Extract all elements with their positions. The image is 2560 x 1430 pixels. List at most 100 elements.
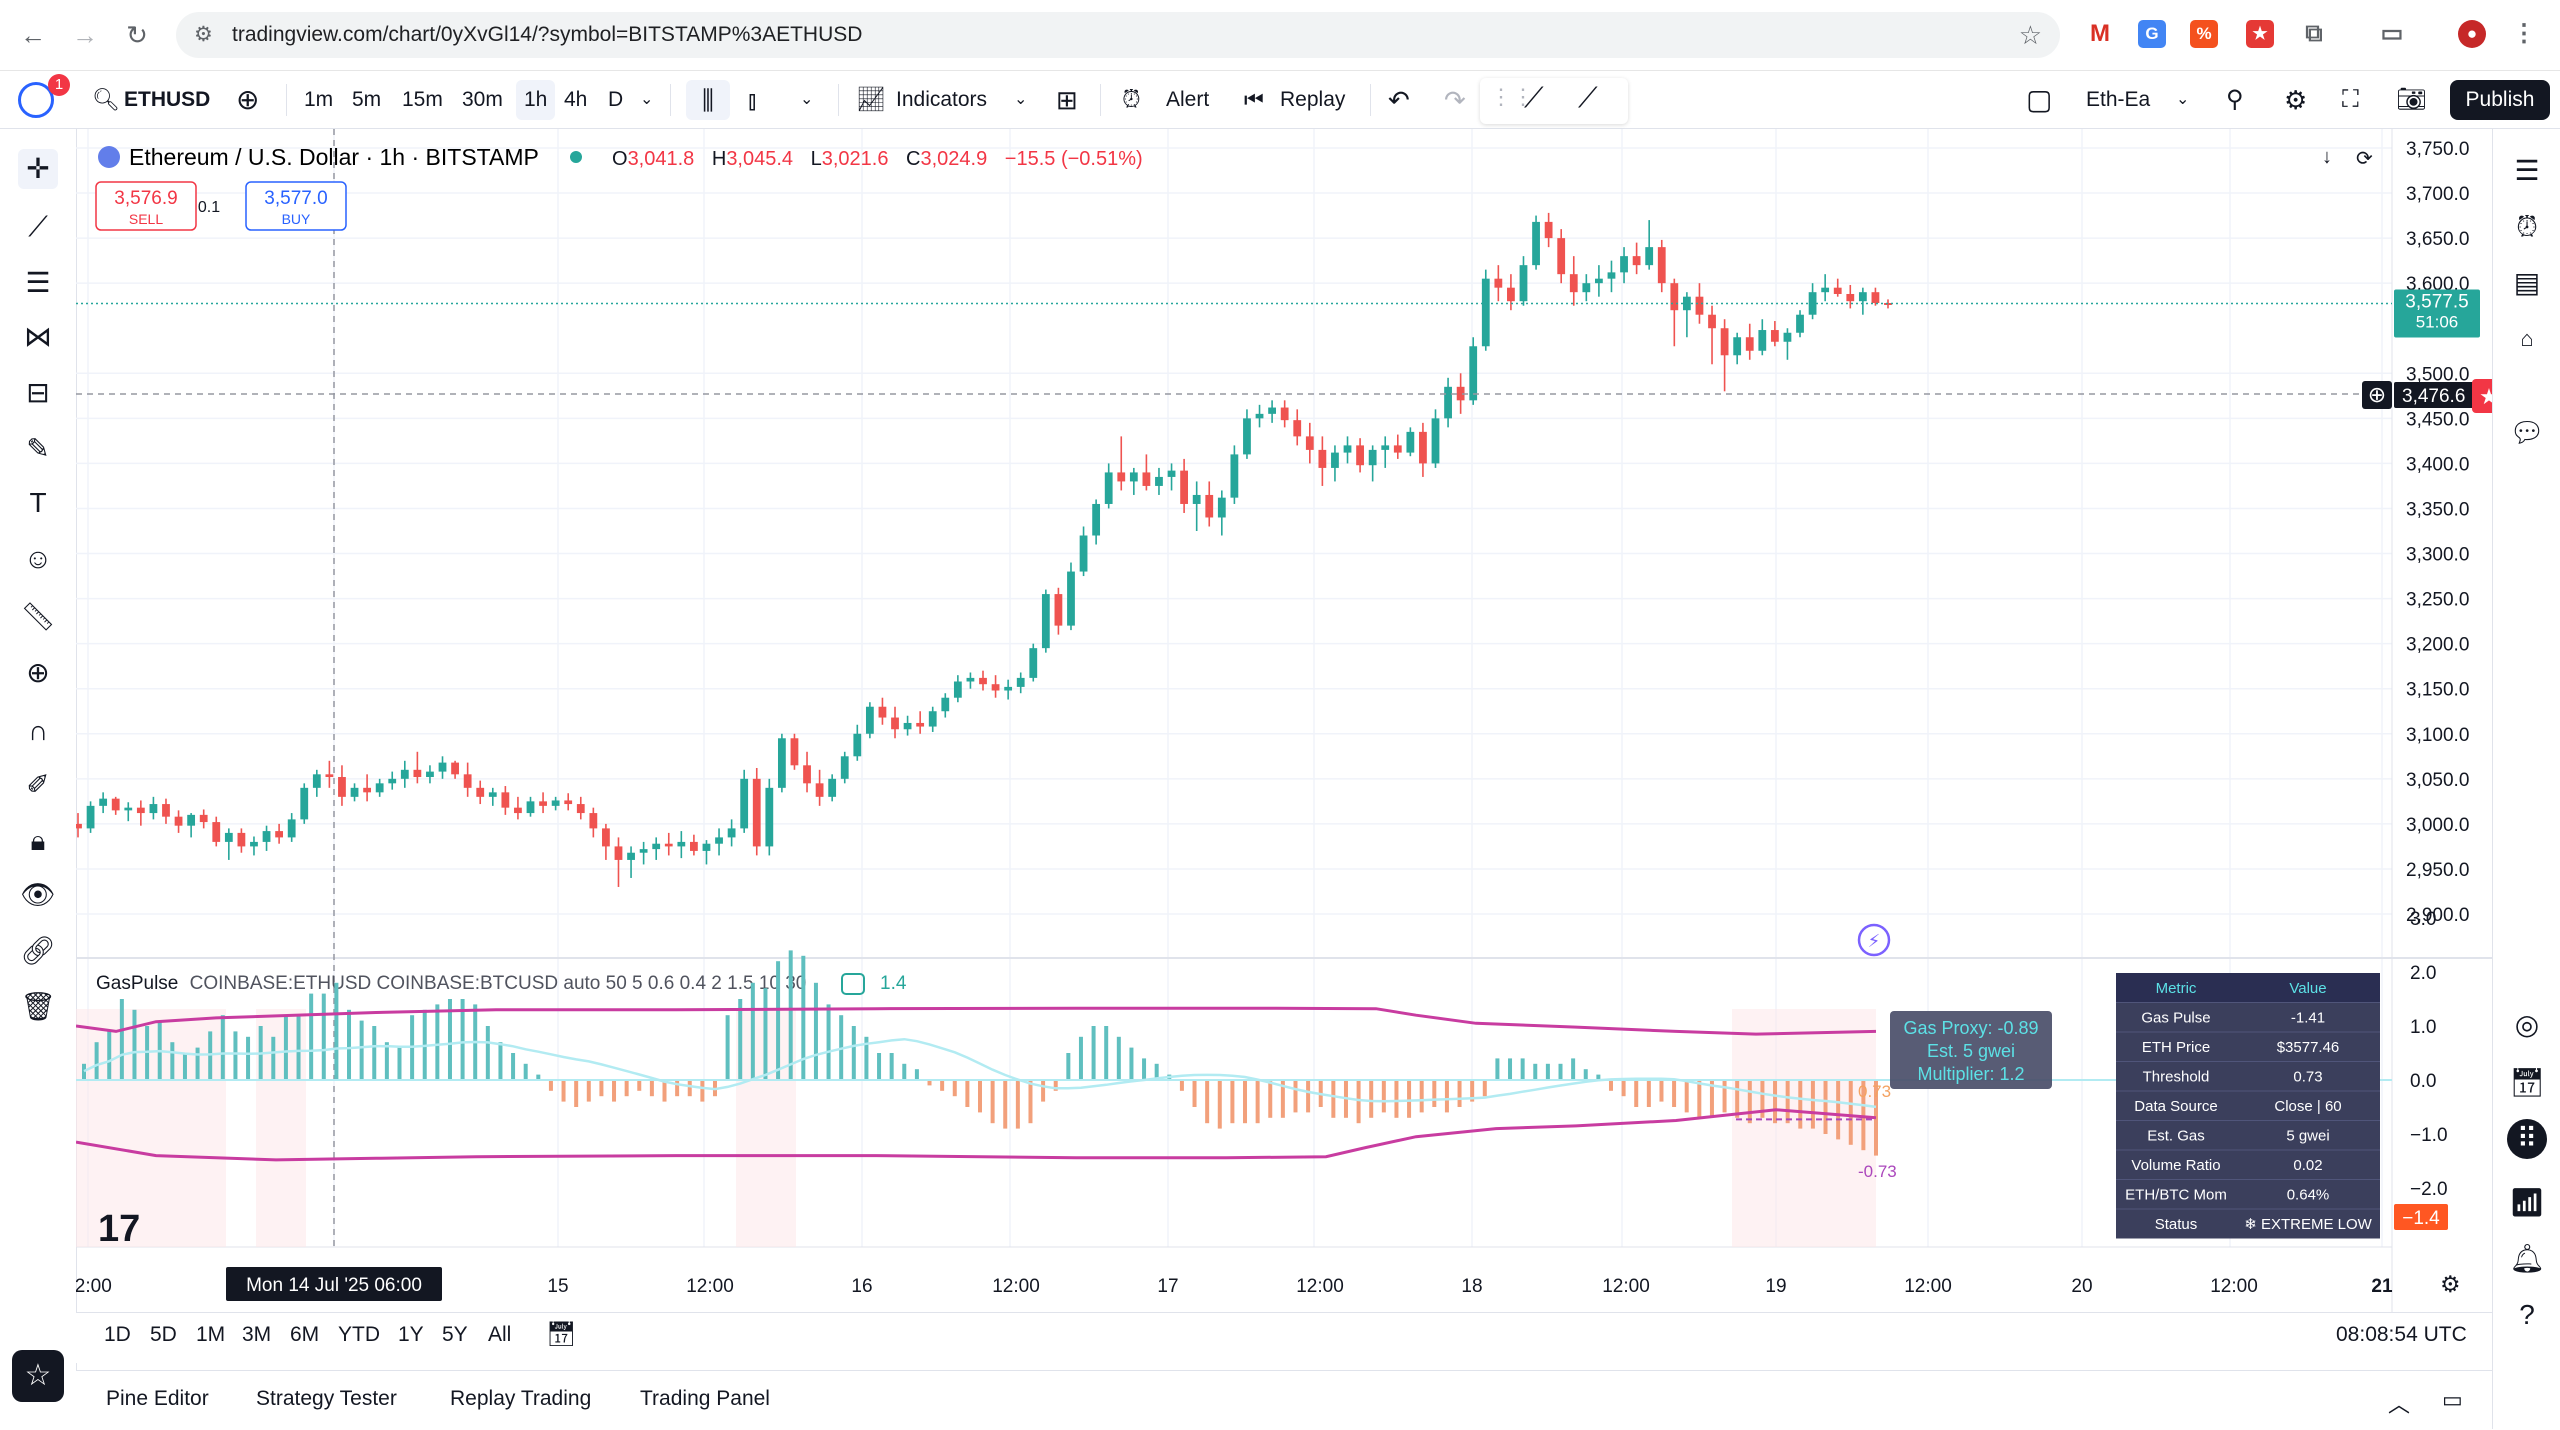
range-1d[interactable]: 1D (104, 1323, 131, 1347)
percent-extension-icon[interactable]: % (2190, 20, 2218, 48)
tab-search-icon[interactable]: ▭ (2378, 20, 2406, 48)
range-5d[interactable]: 5D (150, 1323, 177, 1347)
calendar-icon[interactable]: 📅︎ (2507, 1063, 2547, 1103)
indicators-icon[interactable]: 📈︎ (856, 80, 886, 120)
stay-in-drawing-mode-icon[interactable]: ✐ (18, 765, 58, 805)
object-tree-icon[interactable]: ▤ (2507, 263, 2547, 303)
trash-icon[interactable]: 🗑︎ (18, 987, 58, 1027)
lock-icon[interactable]: 🔒︎ (18, 821, 58, 861)
broadcast-icon[interactable]: 📶︎ (2507, 1183, 2547, 1223)
text-tool-icon[interactable]: T (18, 483, 58, 523)
interval-1m[interactable]: 1m (304, 80, 333, 120)
layout-select-icon[interactable]: ▢ (2026, 80, 2052, 120)
fullscreen-icon[interactable]: ⛶ (2342, 80, 2359, 120)
layers-icon[interactable]: ⌂ (2507, 319, 2547, 359)
alert-badge[interactable]: ★ (2472, 379, 2492, 413)
star-extension-icon[interactable]: ★ (2246, 20, 2274, 48)
speedometer-icon[interactable]: ◎ (2507, 1005, 2547, 1045)
tab-replay-trading[interactable]: Replay Trading (450, 1387, 591, 1411)
clock-readout[interactable]: 08:08:54 UTC (2336, 1323, 2467, 1347)
chevron-down-icon[interactable]: ⌄ (640, 80, 653, 120)
chevron-down-icon[interactable]: ⌄ (1014, 80, 1027, 120)
layout-name[interactable]: Eth-Ea (2086, 80, 2150, 120)
site-settings-icon[interactable]: ⚙ (194, 22, 213, 47)
ray-line-icon[interactable]: ⟋ (1578, 82, 1598, 115)
range-3m[interactable]: 3M (242, 1323, 271, 1347)
interval-1h[interactable]: 1h (516, 80, 555, 120)
range-1y[interactable]: 1Y (398, 1323, 424, 1347)
maximize-panel-icon[interactable]: ▭ (2442, 1387, 2463, 1413)
compare-symbol-icon[interactable]: ⊕ (236, 80, 259, 120)
browser-menu-icon[interactable]: ⋮ (2510, 20, 2538, 48)
range-6m[interactable]: 6M (290, 1323, 319, 1347)
reload-icon[interactable]: ↻ (120, 18, 154, 52)
apps-grid-icon[interactable]: ⠿ (2507, 1119, 2547, 1159)
camera-icon[interactable]: 📷︎ (2396, 80, 2426, 120)
interval-4h[interactable]: 4h (564, 80, 587, 120)
watchlist-icon[interactable]: ☰ (2507, 151, 2547, 191)
zoom-in-icon[interactable]: ⊕ (18, 653, 58, 693)
collapse-panel-chevron-up-icon[interactable]: ︿ (2388, 1387, 2410, 1419)
scroll-to-realtime-icon[interactable]: ↓ (2322, 146, 2332, 168)
alerts-clock-icon[interactable]: ⏰︎ (2507, 207, 2547, 247)
range-all[interactable]: All (488, 1323, 511, 1347)
range-ytd[interactable]: YTD (338, 1323, 380, 1347)
back-arrow-icon[interactable]: ← (16, 18, 50, 52)
range-1m[interactable]: 1M (196, 1323, 225, 1347)
indicator-axis[interactable]: 3.0 2.0 1.0 0.0 −1.0 −2.0 (2410, 909, 2448, 1200)
trend-line-icon[interactable]: ⟋ (1524, 82, 1544, 115)
interval-30m[interactable]: 30m (462, 80, 503, 120)
interval-d[interactable]: D (608, 80, 623, 120)
address-bar[interactable]: ⚙ tradingview.com/chart/0yXvGl14/?symbol… (176, 12, 2060, 58)
chevron-down-icon[interactable]: ⌄ (2176, 80, 2189, 120)
indicator-legend[interactable]: GasPulse COINBASE:ETHUSD COINBASE:BTCUSD… (96, 973, 907, 994)
time-axis-settings-icon[interactable]: ⚙ (2440, 1271, 2461, 1297)
replay-button[interactable]: Replay (1280, 80, 1345, 120)
source-code-icon[interactable] (842, 974, 864, 994)
bars-chart-type-icon[interactable]: ⫾ (748, 80, 756, 120)
symbol-search-button[interactable]: ETHUSD (124, 80, 210, 120)
replay-rewind-icon[interactable]: ⏮︎ (1244, 80, 1264, 120)
templates-grid-icon[interactable]: ⊞ (1056, 80, 1078, 120)
tab-pine-editor[interactable]: Pine Editor (106, 1387, 209, 1411)
help-icon[interactable]: ? (2507, 1295, 2547, 1335)
interval-15m[interactable]: 15m (402, 80, 443, 120)
brush-icon[interactable]: ✎ (18, 429, 58, 469)
crosshair-icon[interactable]: ✛ (18, 149, 58, 189)
redo-icon[interactable]: ↷ (1444, 80, 1466, 120)
range-5y[interactable]: 5Y (442, 1323, 468, 1347)
patterns-icon[interactable]: ⋈ (18, 317, 58, 357)
ruler-icon[interactable]: 📏︎ (18, 597, 58, 637)
forward-arrow-icon[interactable]: → (68, 18, 102, 52)
fib-retracement-icon[interactable]: ☰ (18, 263, 58, 303)
eye-icon[interactable]: 👁︎ (18, 875, 58, 915)
interval-5m[interactable]: 5m (352, 80, 381, 120)
tradingview-logo[interactable]: 17 (98, 1208, 140, 1250)
publish-button[interactable]: Publish (2450, 80, 2550, 120)
search-icon[interactable]: 🔍︎ (92, 80, 120, 120)
alarm-clock-icon[interactable]: ⏰︎ (1122, 80, 1141, 120)
tab-trading-panel[interactable]: Trading Panel (640, 1387, 770, 1411)
buy-button[interactable]: 3,577.0 BUY (246, 182, 346, 230)
bookmark-star-icon[interactable]: ☆ (2019, 20, 2042, 51)
price-axis[interactable]: 3,750.03,700.03,650.03,600.03,500.03,450… (2406, 139, 2469, 926)
auto-scale-icon[interactable]: ⟳ (2356, 148, 2373, 170)
translate-extension-icon[interactable]: G (2138, 20, 2166, 48)
extensions-puzzle-icon[interactable]: ⧉ (2300, 20, 2328, 48)
go-to-date-calendar-icon[interactable]: 📅︎ (546, 1320, 576, 1349)
settings-gear-icon[interactable]: ⚙ (2284, 80, 2307, 120)
tab-strategy-tester[interactable]: Strategy Tester (256, 1387, 397, 1411)
trend-line-tool-icon[interactable]: ⟋ (18, 207, 58, 247)
chevron-down-icon[interactable]: ⌄ (800, 80, 813, 120)
gmail-extension-icon[interactable]: M (2086, 20, 2114, 48)
notifications-bell-icon[interactable]: 🔔︎ (2507, 1239, 2547, 1279)
emoji-icon[interactable]: ☺ (18, 539, 58, 579)
alert-button[interactable]: Alert (1166, 80, 1209, 120)
candles-chart-type-icon[interactable]: ⫼ (686, 80, 730, 120)
symbol-legend[interactable]: Ethereum / U.S. Dollar · 1h · BITSTAMP O… (98, 144, 1143, 170)
chat-bubble-icon[interactable]: 💬︎ (2507, 413, 2547, 453)
indicators-button[interactable]: Indicators (896, 80, 987, 120)
magnet-icon[interactable]: ∩ (18, 711, 58, 751)
favorites-star-icon[interactable]: ☆ (12, 1350, 64, 1402)
sell-button[interactable]: 3,576.9 SELL (96, 182, 196, 230)
